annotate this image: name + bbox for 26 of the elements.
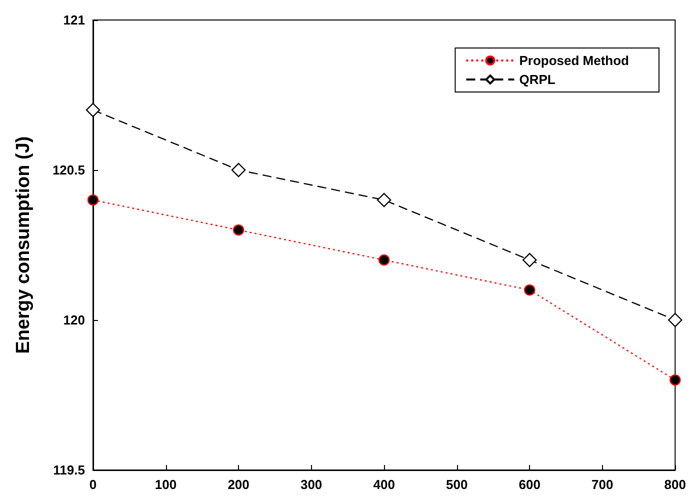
y-tick-label: 120: [63, 312, 85, 328]
point: [231, 162, 246, 178]
point: [86, 102, 100, 118]
point: [378, 254, 390, 266]
x-tick-label: 700: [592, 477, 614, 492]
point: [87, 194, 99, 206]
y-axis-title: Energy consumption (J): [13, 136, 34, 354]
point: [522, 252, 537, 268]
point: [376, 192, 392, 208]
x-tick-label: 500: [446, 477, 468, 492]
point: [232, 224, 244, 236]
point: [668, 312, 682, 328]
legend-label: Proposed Method: [519, 53, 630, 68]
y-tick-label: 120.5: [52, 162, 85, 178]
x-tick-label: 600: [518, 477, 540, 492]
point: [670, 374, 681, 386]
point: [524, 284, 536, 296]
x-tick-label: 100: [154, 477, 177, 492]
x-tick-label: 300: [300, 477, 322, 492]
y-tick-label: 119.5: [53, 462, 85, 478]
x-tick-label: 800: [664, 477, 686, 492]
y-tick-label: 121: [63, 12, 85, 28]
x-tick-label: 0: [89, 477, 97, 492]
legend-label: QRPL: [519, 72, 556, 87]
x-tick-label: 200: [228, 477, 250, 492]
x-tick-label: 400: [373, 477, 395, 492]
